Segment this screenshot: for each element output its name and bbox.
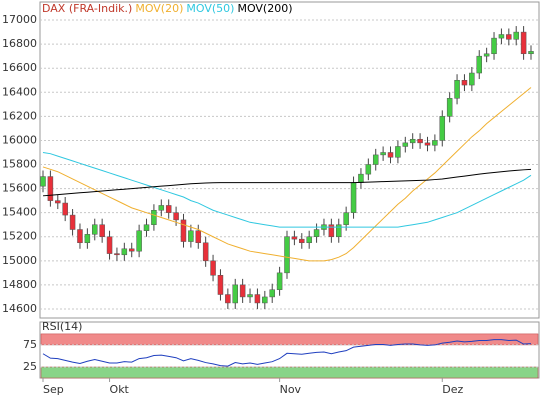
line-series <box>42 87 532 262</box>
candle-body <box>254 294 261 304</box>
y-tick-label: 25 <box>23 360 37 373</box>
candle-body <box>365 164 372 175</box>
candle-body <box>225 294 231 304</box>
y-tick-label: 15600 <box>2 182 37 195</box>
candle-body <box>210 260 216 276</box>
y-tick-label: 15800 <box>2 158 37 171</box>
candle-body <box>417 138 423 144</box>
candle-body <box>402 142 409 147</box>
candle-body <box>121 248 128 256</box>
x-tick-label: Okt <box>110 383 130 396</box>
candle-body <box>395 146 401 158</box>
candle-body <box>350 182 357 213</box>
candle-body <box>62 202 68 216</box>
candle-body <box>180 219 187 242</box>
candle-body <box>328 224 335 237</box>
candle-body <box>188 230 194 242</box>
candle-body <box>217 275 224 295</box>
y-tick-label: 14600 <box>2 302 37 315</box>
candle-body <box>262 296 268 304</box>
candle-body <box>276 272 283 290</box>
y-tick-label: 16000 <box>2 133 37 146</box>
y-tick-label: 16600 <box>2 61 37 74</box>
candle-body <box>528 51 534 55</box>
y-tick-label: 16800 <box>2 37 37 50</box>
x-tick-label: Sep <box>43 383 64 396</box>
candle-body <box>343 212 349 225</box>
legend-entry: MOV(50) <box>186 2 234 15</box>
x-tick-label: Dez <box>442 383 463 396</box>
candle-body <box>461 79 468 86</box>
candle-body <box>506 34 512 40</box>
candle-body <box>202 242 209 262</box>
candle-body <box>158 205 165 211</box>
candle-body <box>128 248 135 252</box>
candle-body <box>483 53 490 57</box>
candle-body <box>306 236 312 244</box>
line-series <box>42 151 532 228</box>
candle-body <box>269 289 275 298</box>
line-series <box>42 168 532 197</box>
candle-body <box>498 34 505 39</box>
candle-body <box>47 176 54 201</box>
candle-body <box>84 234 91 244</box>
candle-body <box>358 173 364 183</box>
candle-body <box>313 229 320 237</box>
y-tick-label: 15200 <box>2 230 37 243</box>
candle-body <box>446 98 453 117</box>
candle-body <box>469 72 475 86</box>
legend-entry: MOV(20) <box>135 2 183 15</box>
candle-body <box>491 37 497 55</box>
rsi-band <box>40 333 539 346</box>
candle-body <box>372 154 379 165</box>
candle-body <box>232 284 238 304</box>
legend-entry: MOV(200) <box>237 2 292 15</box>
candle-body <box>69 214 76 230</box>
y-tick-label: 16400 <box>2 85 37 98</box>
candle-body <box>92 224 98 235</box>
candle-body <box>291 236 298 240</box>
candle-body <box>151 210 157 225</box>
y-tick-label: 15000 <box>2 254 37 267</box>
candle-body <box>513 31 519 40</box>
candle-body <box>439 116 446 141</box>
candle-body <box>99 224 105 237</box>
legend-entry: RSI(14) <box>42 320 82 333</box>
candle-body <box>114 253 120 256</box>
candle-body <box>454 79 460 99</box>
candle-body <box>55 200 61 204</box>
candle-body <box>380 152 386 156</box>
candle-body <box>476 55 482 74</box>
candle-body <box>424 142 431 146</box>
legend-entry: DAX (FRA-Indik.) <box>42 2 132 15</box>
candle-body <box>284 236 290 274</box>
candle-body <box>173 212 179 221</box>
candle-body <box>336 224 342 237</box>
y-tick-label: 15400 <box>2 206 37 219</box>
candle-body <box>520 31 527 55</box>
candle-body <box>77 229 83 244</box>
y-tick-label: 17000 <box>2 13 37 26</box>
candle-body <box>143 224 150 231</box>
candle-body <box>106 236 113 254</box>
candle-body <box>195 230 202 244</box>
candle-body <box>165 205 172 213</box>
line-series <box>42 339 532 367</box>
y-tick-label: 75 <box>23 338 37 351</box>
candle-body <box>136 230 142 252</box>
candle-body <box>387 152 394 158</box>
candle-body <box>299 238 305 244</box>
x-tick-label: Nov <box>280 383 302 396</box>
candle-body <box>247 294 253 298</box>
candle-body <box>40 176 46 187</box>
candle-body <box>239 284 246 298</box>
rsi-band <box>40 366 539 379</box>
candle-body <box>409 138 416 144</box>
candle-body <box>432 140 438 146</box>
y-tick-label: 16200 <box>2 109 37 122</box>
y-tick-label: 14800 <box>2 278 37 291</box>
